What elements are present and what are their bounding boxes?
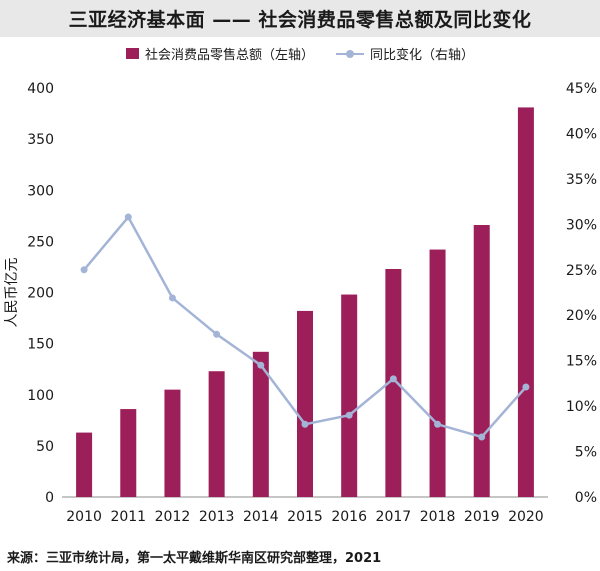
legend-line-swatch [336, 48, 364, 60]
y-tick-label: 400 [27, 81, 54, 97]
title-bar: 三亚经济基本面 —— 社会消费品零售总额及同比变化 [0, 0, 600, 37]
y-tick-label: 0 [45, 490, 54, 506]
line-point [168, 294, 176, 302]
y-tick-label: 300 [27, 183, 54, 199]
bar [164, 389, 181, 497]
line-point [301, 420, 309, 428]
line-point [522, 383, 530, 391]
line-point [80, 266, 88, 274]
chart-title: 三亚经济基本面 —— 社会消费品零售总额及同比变化 [68, 9, 532, 31]
bar [341, 294, 358, 497]
y2-tick-label: 45% [566, 81, 597, 97]
bar [385, 268, 402, 497]
y-tick-label: 250 [27, 234, 54, 250]
x-tick-label: 2010 [66, 509, 102, 525]
y2-tick-label: 15% [566, 354, 597, 370]
legend-bar-swatch [125, 48, 139, 59]
x-tick-label: 2014 [243, 509, 279, 525]
x-tick-label: 2017 [376, 509, 412, 525]
line-point [389, 375, 397, 383]
legend-line-label: 同比变化（右轴） [370, 48, 475, 63]
y-tick-label: 50 [36, 439, 54, 455]
y-tick-label: 100 [27, 388, 54, 404]
bar [76, 432, 93, 497]
y2-tick-label: 20% [566, 308, 597, 324]
line-point [257, 361, 265, 369]
y-tick-label: 150 [27, 337, 54, 353]
y2-tick-label: 5% [575, 445, 597, 461]
y2-tick-label: 10% [566, 399, 597, 415]
x-tick-label: 2013 [199, 509, 235, 525]
bar [297, 310, 313, 497]
y-tick-label: 350 [27, 132, 54, 148]
line-point [213, 330, 221, 338]
bar [517, 107, 534, 498]
x-tick-label: 2019 [464, 509, 500, 525]
line-point [345, 411, 353, 419]
y2-tick-label: 30% [566, 217, 597, 233]
x-tick-label: 2012 [155, 509, 191, 525]
x-tick-label: 2015 [287, 509, 323, 525]
bar [120, 409, 137, 497]
bar [473, 225, 490, 497]
legend-item-line: 同比变化（右轴） [336, 44, 474, 63]
legend-bar-label: 社会消费品零售总额（左轴） [144, 48, 314, 63]
x-tick-label: 2016 [331, 509, 367, 525]
legend: 社会消费品零售总额（左轴） 同比变化（右轴） [0, 44, 600, 63]
bar [208, 371, 225, 497]
line-point [124, 213, 132, 221]
line-point [478, 433, 486, 441]
y2-tick-label: 40% [566, 126, 597, 142]
y2-tick-label: 0% [575, 490, 597, 506]
x-tick-label: 2018 [420, 509, 456, 525]
line-point [434, 420, 442, 428]
y-tick-label: 200 [27, 286, 54, 302]
bar [429, 249, 446, 497]
x-tick-label: 2011 [110, 509, 146, 525]
y2-tick-label: 25% [566, 263, 597, 279]
x-tick-label: 2020 [508, 509, 544, 525]
y2-tick-label: 35% [566, 172, 597, 188]
legend-item-bar: 社会消费品零售总额（左轴） [125, 44, 314, 63]
source-note: 来源：三亚市统计局，第一太平戴维斯华南区研究部整理，2021 [7, 551, 382, 566]
y-axis-label: 人民币亿元 [4, 258, 20, 328]
bar [252, 351, 269, 497]
